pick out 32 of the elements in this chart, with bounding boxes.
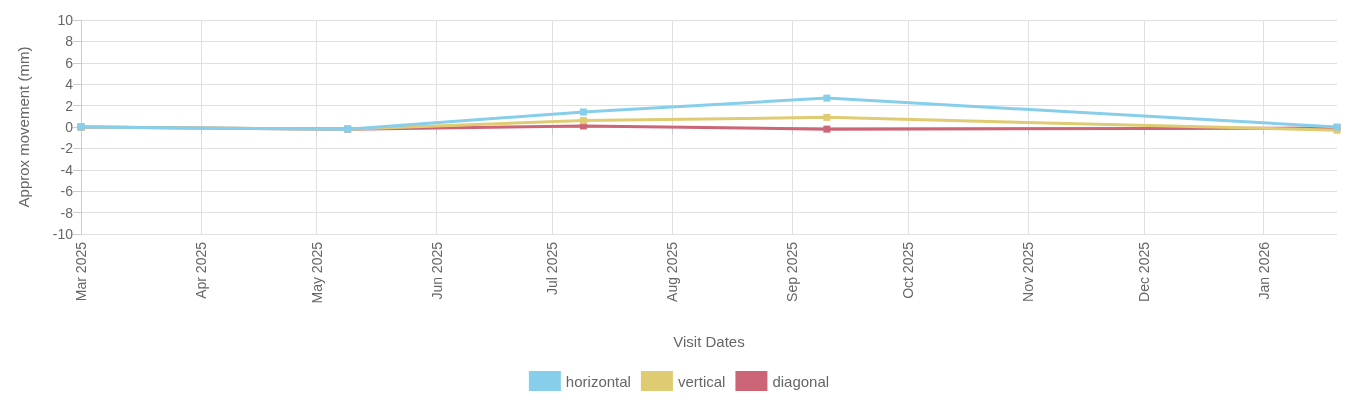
point — [823, 125, 831, 133]
x-tick-label: Jan 2026 — [1255, 241, 1272, 300]
legend-label: horizontal — [565, 372, 631, 390]
y-tick-label: -6 — [60, 183, 74, 200]
point — [579, 117, 587, 125]
y-tick-label: 0 — [65, 119, 74, 135]
legend-label: diagonal — [772, 372, 830, 390]
point — [579, 108, 587, 116]
y-tick-label: 4 — [65, 76, 74, 93]
x-tick-label: Apr 2025 — [192, 241, 209, 299]
y-tick-label: -4 — [60, 161, 74, 178]
x-tick-label: Oct 2025 — [900, 241, 917, 299]
x-tick-label: Jul 2025 — [544, 241, 561, 295]
x-tick-label: Mar 2025 — [73, 241, 89, 302]
y-tick-label: -8 — [60, 204, 74, 221]
y-tick-label: -2 — [60, 140, 74, 157]
x-tick-label: Aug 2025 — [664, 241, 681, 302]
y-tick-label: -10 — [52, 226, 74, 242]
y-tick-label: 6 — [65, 54, 74, 71]
point — [823, 113, 831, 121]
x-axis-title: Visit Dates — [673, 333, 745, 350]
x-tick-label: Jun 2025 — [428, 241, 445, 300]
y-tick-label: 2 — [65, 97, 74, 114]
x-tick-label: Sep 2025 — [784, 241, 801, 302]
y-tick-label: 10 — [57, 12, 74, 28]
y-axis-title: Approx movement (mm) — [15, 46, 32, 208]
x-tick-label: Nov 2025 — [1019, 241, 1036, 302]
y-tick-label: 8 — [65, 33, 74, 50]
point — [823, 94, 831, 102]
x-tick-label: Dec 2025 — [1135, 241, 1152, 302]
x-tick-label: May 2025 — [308, 241, 325, 304]
legend-label: vertical — [677, 372, 726, 390]
